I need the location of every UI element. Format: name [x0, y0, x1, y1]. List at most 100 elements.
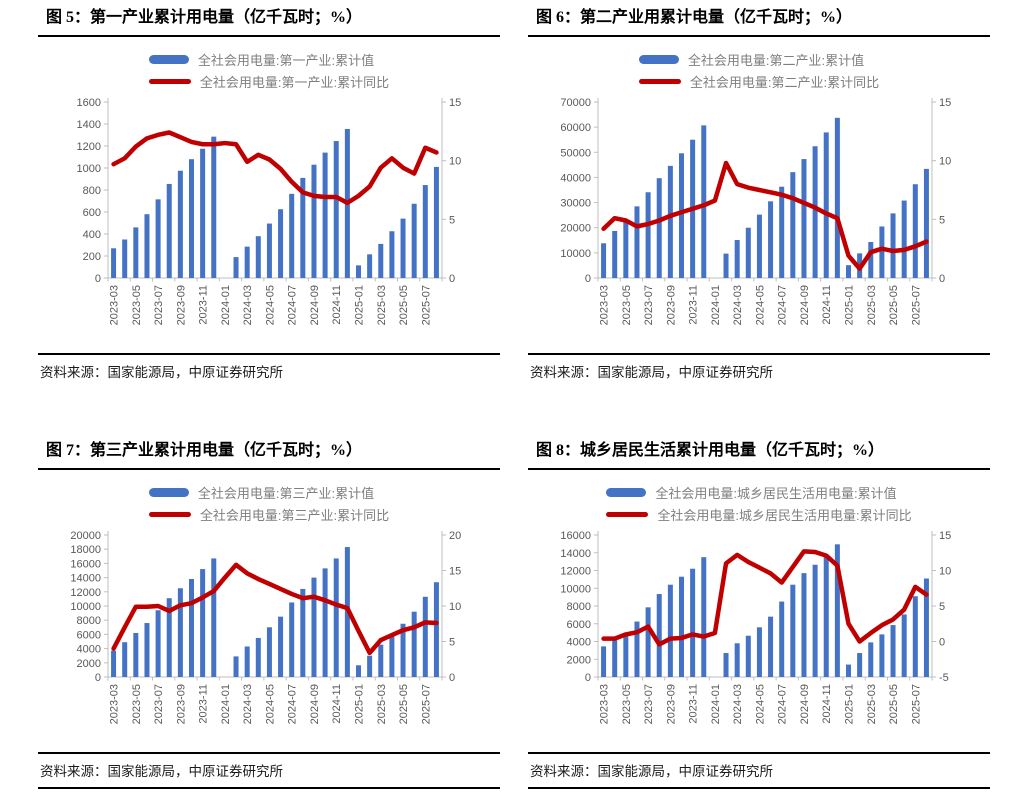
legend-line-label: 全社会用电量:第一产业:累计同比: [199, 74, 390, 90]
svg-text:2024-11: 2024-11: [821, 285, 833, 325]
left-axis: 0 10000 20000 30000 40000 50000 60000 70000: [560, 97, 598, 285]
bar-series-swatch: [148, 487, 189, 497]
svg-text:400: 400: [83, 229, 101, 241]
svg-text:2024-01: 2024-01: [710, 684, 722, 724]
svg-text:12000: 12000: [560, 566, 591, 578]
svg-text:0: 0: [95, 273, 101, 285]
source-note: 资料来源：国家能源局，中原证券研究所: [528, 353, 990, 381]
svg-text:8000: 8000: [77, 615, 101, 627]
x-axis-ticks: [597, 677, 933, 681]
left-axis: 0 2000 4000 6000 8000 10000 12000 14000 16000 180…: [70, 530, 108, 684]
svg-text:2025-05: 2025-05: [888, 285, 900, 325]
figure-7-title: 图 7：第三产业累计用电量（亿千瓦时；%）: [38, 441, 500, 470]
source-note: 资料来源：国家能源局，中原证券研究所: [38, 752, 500, 780]
figure-8: 图 8：城乡居民生活累计用电量（亿千瓦时；%） 全社会用电量:城乡居民生活用电量…: [528, 441, 990, 789]
svg-text:2025-03: 2025-03: [376, 285, 388, 325]
svg-text:15: 15: [939, 97, 951, 109]
svg-text:2025-07: 2025-07: [910, 684, 922, 724]
x-axis-ticks: [597, 278, 933, 282]
bar-series-swatch: [638, 54, 679, 64]
svg-text:2025-01: 2025-01: [354, 684, 366, 724]
svg-text:2023-05: 2023-05: [621, 285, 633, 325]
svg-text:10000: 10000: [560, 583, 591, 595]
svg-text:2025-05: 2025-05: [398, 285, 410, 325]
svg-text:2024-03: 2024-03: [242, 285, 254, 325]
figure-bottom-rule: [528, 787, 990, 789]
right-axis: 0 5 10 15: [442, 97, 461, 285]
svg-text:5: 5: [939, 214, 945, 226]
svg-text:10: 10: [939, 566, 951, 578]
svg-text:2023-09: 2023-09: [175, 285, 187, 325]
svg-text:2024-09: 2024-09: [309, 684, 321, 724]
bar-series-swatch: [148, 54, 189, 64]
svg-text:1200: 1200: [77, 141, 101, 153]
right-axis: -5 0 5 10 15: [932, 530, 951, 684]
svg-text:15: 15: [939, 530, 951, 542]
svg-text:2024-03: 2024-03: [242, 684, 254, 724]
svg-text:2024-01: 2024-01: [710, 285, 722, 325]
svg-text:10: 10: [449, 601, 461, 613]
line-series-swatch: [638, 78, 681, 84]
plot-spines: [107, 531, 443, 678]
svg-text:5: 5: [449, 214, 455, 226]
legend-item-line: 全社会用电量:第二产业:累计同比: [638, 72, 879, 90]
svg-text:15: 15: [449, 97, 461, 109]
svg-text:14000: 14000: [70, 573, 101, 585]
svg-text:2024-11: 2024-11: [331, 285, 343, 325]
svg-text:2023-11: 2023-11: [688, 285, 700, 325]
svg-text:20000: 20000: [560, 223, 591, 235]
svg-text:8000: 8000: [567, 601, 591, 613]
source-note: 资料来源：国家能源局，中原证券研究所: [38, 353, 500, 381]
yoy-line: [111, 562, 439, 656]
legend-item-line: 全社会用电量:第三产业:累计同比: [148, 505, 389, 523]
svg-text:2024-03: 2024-03: [732, 285, 744, 325]
svg-text:2023-03: 2023-03: [599, 684, 611, 724]
svg-text:2025-05: 2025-05: [888, 684, 900, 724]
source-text: 资料来源：国家能源局，中原证券研究所: [530, 764, 773, 779]
svg-text:10: 10: [449, 156, 461, 168]
svg-text:0: 0: [939, 637, 945, 649]
svg-text:2024-11: 2024-11: [331, 684, 343, 724]
svg-text:30000: 30000: [560, 198, 591, 210]
svg-text:2024-03: 2024-03: [732, 684, 744, 724]
figure-7-combo-chart: 0 2000 4000 6000 8000 10000 12000 14000 16000 180…: [38, 525, 500, 743]
combo-chart-svg: 0 200 400 600 800 1000 1200 1400 1600 0 5 10 15 2023-…: [77, 97, 462, 325]
legend-bar-label: 全社会用电量:第一产业:累计值: [197, 52, 375, 68]
svg-text:0: 0: [585, 273, 591, 285]
yoy-line: [601, 160, 929, 271]
plot-spines: [597, 98, 933, 279]
svg-text:14000: 14000: [560, 548, 591, 560]
svg-text:2024-09: 2024-09: [799, 684, 811, 724]
legend-item-bar: 全社会用电量:第二产业:累计值: [638, 50, 864, 68]
legend-item-line: 全社会用电量:城乡居民生活用电量:累计同比: [606, 505, 912, 523]
x-axis-labels: 2023-03 2023-05 2023-07 2023-09 2023-11 2024-…: [109, 684, 433, 724]
svg-text:0: 0: [449, 273, 455, 285]
plot-spines: [107, 98, 443, 279]
svg-text:4000: 4000: [77, 644, 101, 656]
figure-5-combo-chart: 0 200 400 600 800 1000 1200 1400 1600 0 5 10 15 2023-…: [38, 92, 500, 344]
svg-text:5: 5: [449, 637, 455, 649]
svg-text:15: 15: [449, 566, 461, 578]
bar-series-swatch: [606, 487, 647, 497]
svg-text:2024-05: 2024-05: [264, 285, 276, 325]
combo-chart-svg: 0 2000 4000 6000 8000 10000 12000 14000 16000 180…: [70, 530, 461, 724]
svg-text:2023-09: 2023-09: [175, 684, 187, 724]
svg-text:2023-05: 2023-05: [131, 684, 143, 724]
yoy-line: [601, 549, 929, 647]
svg-text:1400: 1400: [77, 119, 101, 131]
svg-text:2025-01: 2025-01: [354, 285, 366, 325]
svg-text:800: 800: [83, 185, 101, 197]
svg-text:2024-01: 2024-01: [220, 285, 232, 325]
svg-text:10000: 10000: [560, 248, 591, 260]
svg-text:2023-07: 2023-07: [643, 285, 655, 325]
svg-text:2023-03: 2023-03: [109, 285, 121, 325]
svg-text:2024-07: 2024-07: [287, 285, 299, 325]
x-axis-labels: 2023-03 2023-05 2023-07 2023-09 2023-11 2024-…: [599, 285, 923, 325]
svg-text:10000: 10000: [70, 601, 101, 613]
svg-text:2025-05: 2025-05: [398, 684, 410, 724]
svg-text:4000: 4000: [567, 637, 591, 649]
svg-text:2023-09: 2023-09: [665, 285, 677, 325]
figure-7: 图 7：第三产业累计用电量（亿千瓦时；%） 全社会用电量:第三产业:累计值 全社…: [38, 441, 500, 789]
svg-text:5: 5: [939, 601, 945, 613]
